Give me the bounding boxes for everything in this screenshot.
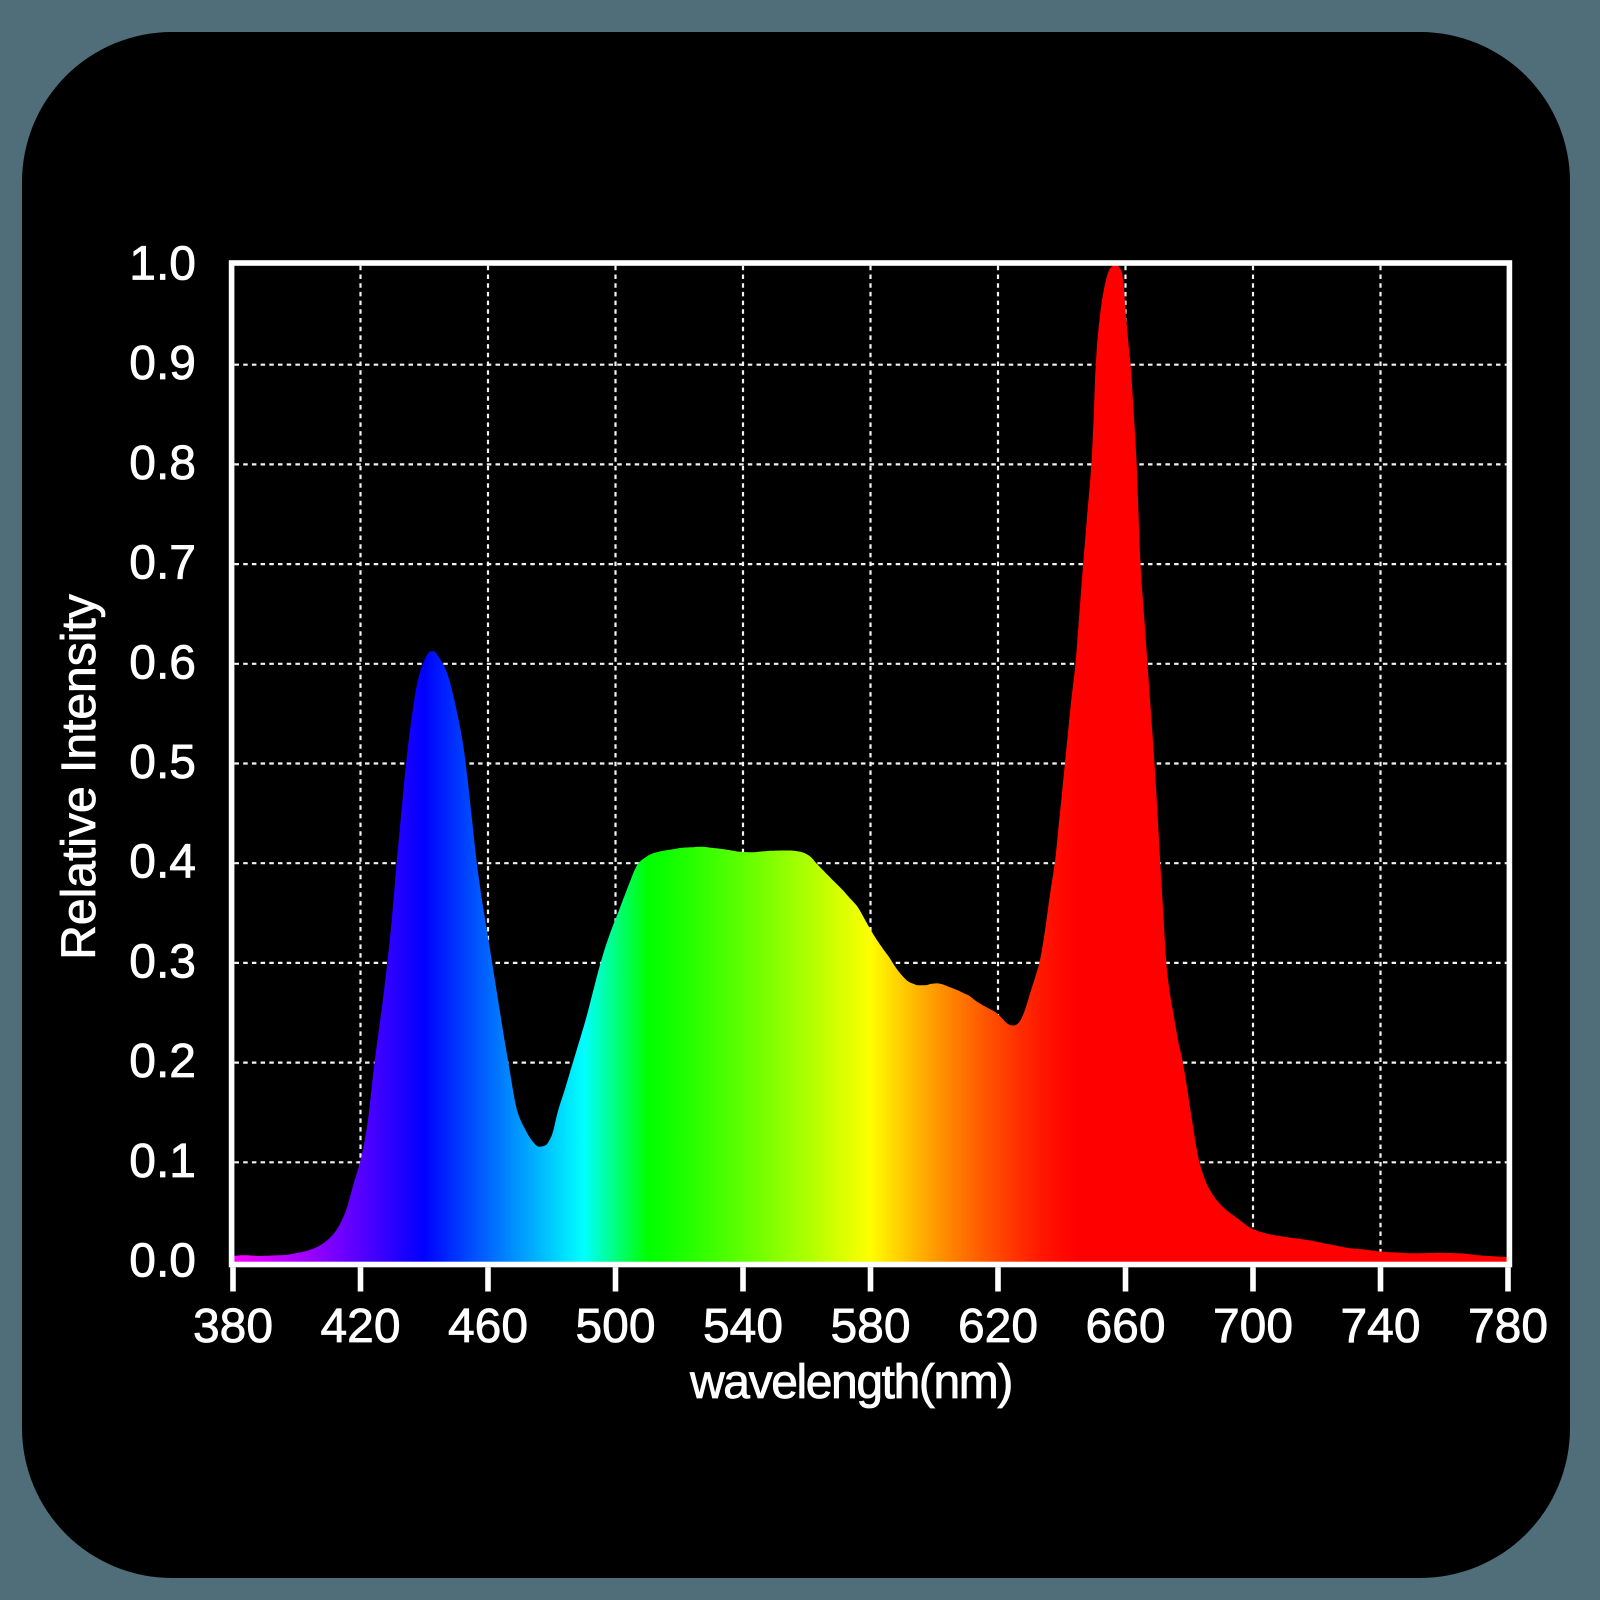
svg-text:580: 580	[830, 1300, 910, 1353]
svg-text:0.5: 0.5	[129, 736, 196, 789]
svg-text:wavelength(nm): wavelength(nm)	[689, 1356, 1012, 1409]
svg-text:0.9: 0.9	[129, 337, 196, 390]
svg-text:380: 380	[193, 1300, 273, 1353]
svg-text:700: 700	[1213, 1300, 1293, 1353]
svg-text:0.2: 0.2	[129, 1035, 196, 1088]
svg-text:460: 460	[448, 1300, 528, 1353]
svg-text:0.6: 0.6	[129, 636, 196, 689]
svg-text:0.3: 0.3	[129, 935, 196, 988]
svg-text:0.1: 0.1	[129, 1135, 196, 1188]
svg-text:660: 660	[1085, 1300, 1165, 1353]
svg-text:0.7: 0.7	[129, 537, 196, 590]
svg-text:740: 740	[1340, 1300, 1420, 1353]
svg-text:1.0: 1.0	[129, 238, 196, 291]
svg-text:780: 780	[1468, 1300, 1548, 1353]
svg-text:540: 540	[703, 1300, 783, 1353]
svg-text:420: 420	[320, 1300, 400, 1353]
svg-text:0.0: 0.0	[129, 1235, 196, 1288]
svg-text:Relative Intensity: Relative Intensity	[53, 594, 106, 960]
svg-text:620: 620	[958, 1300, 1038, 1353]
svg-text:500: 500	[575, 1300, 655, 1353]
svg-text:0.8: 0.8	[129, 437, 196, 490]
svg-text:0.4: 0.4	[129, 836, 196, 889]
